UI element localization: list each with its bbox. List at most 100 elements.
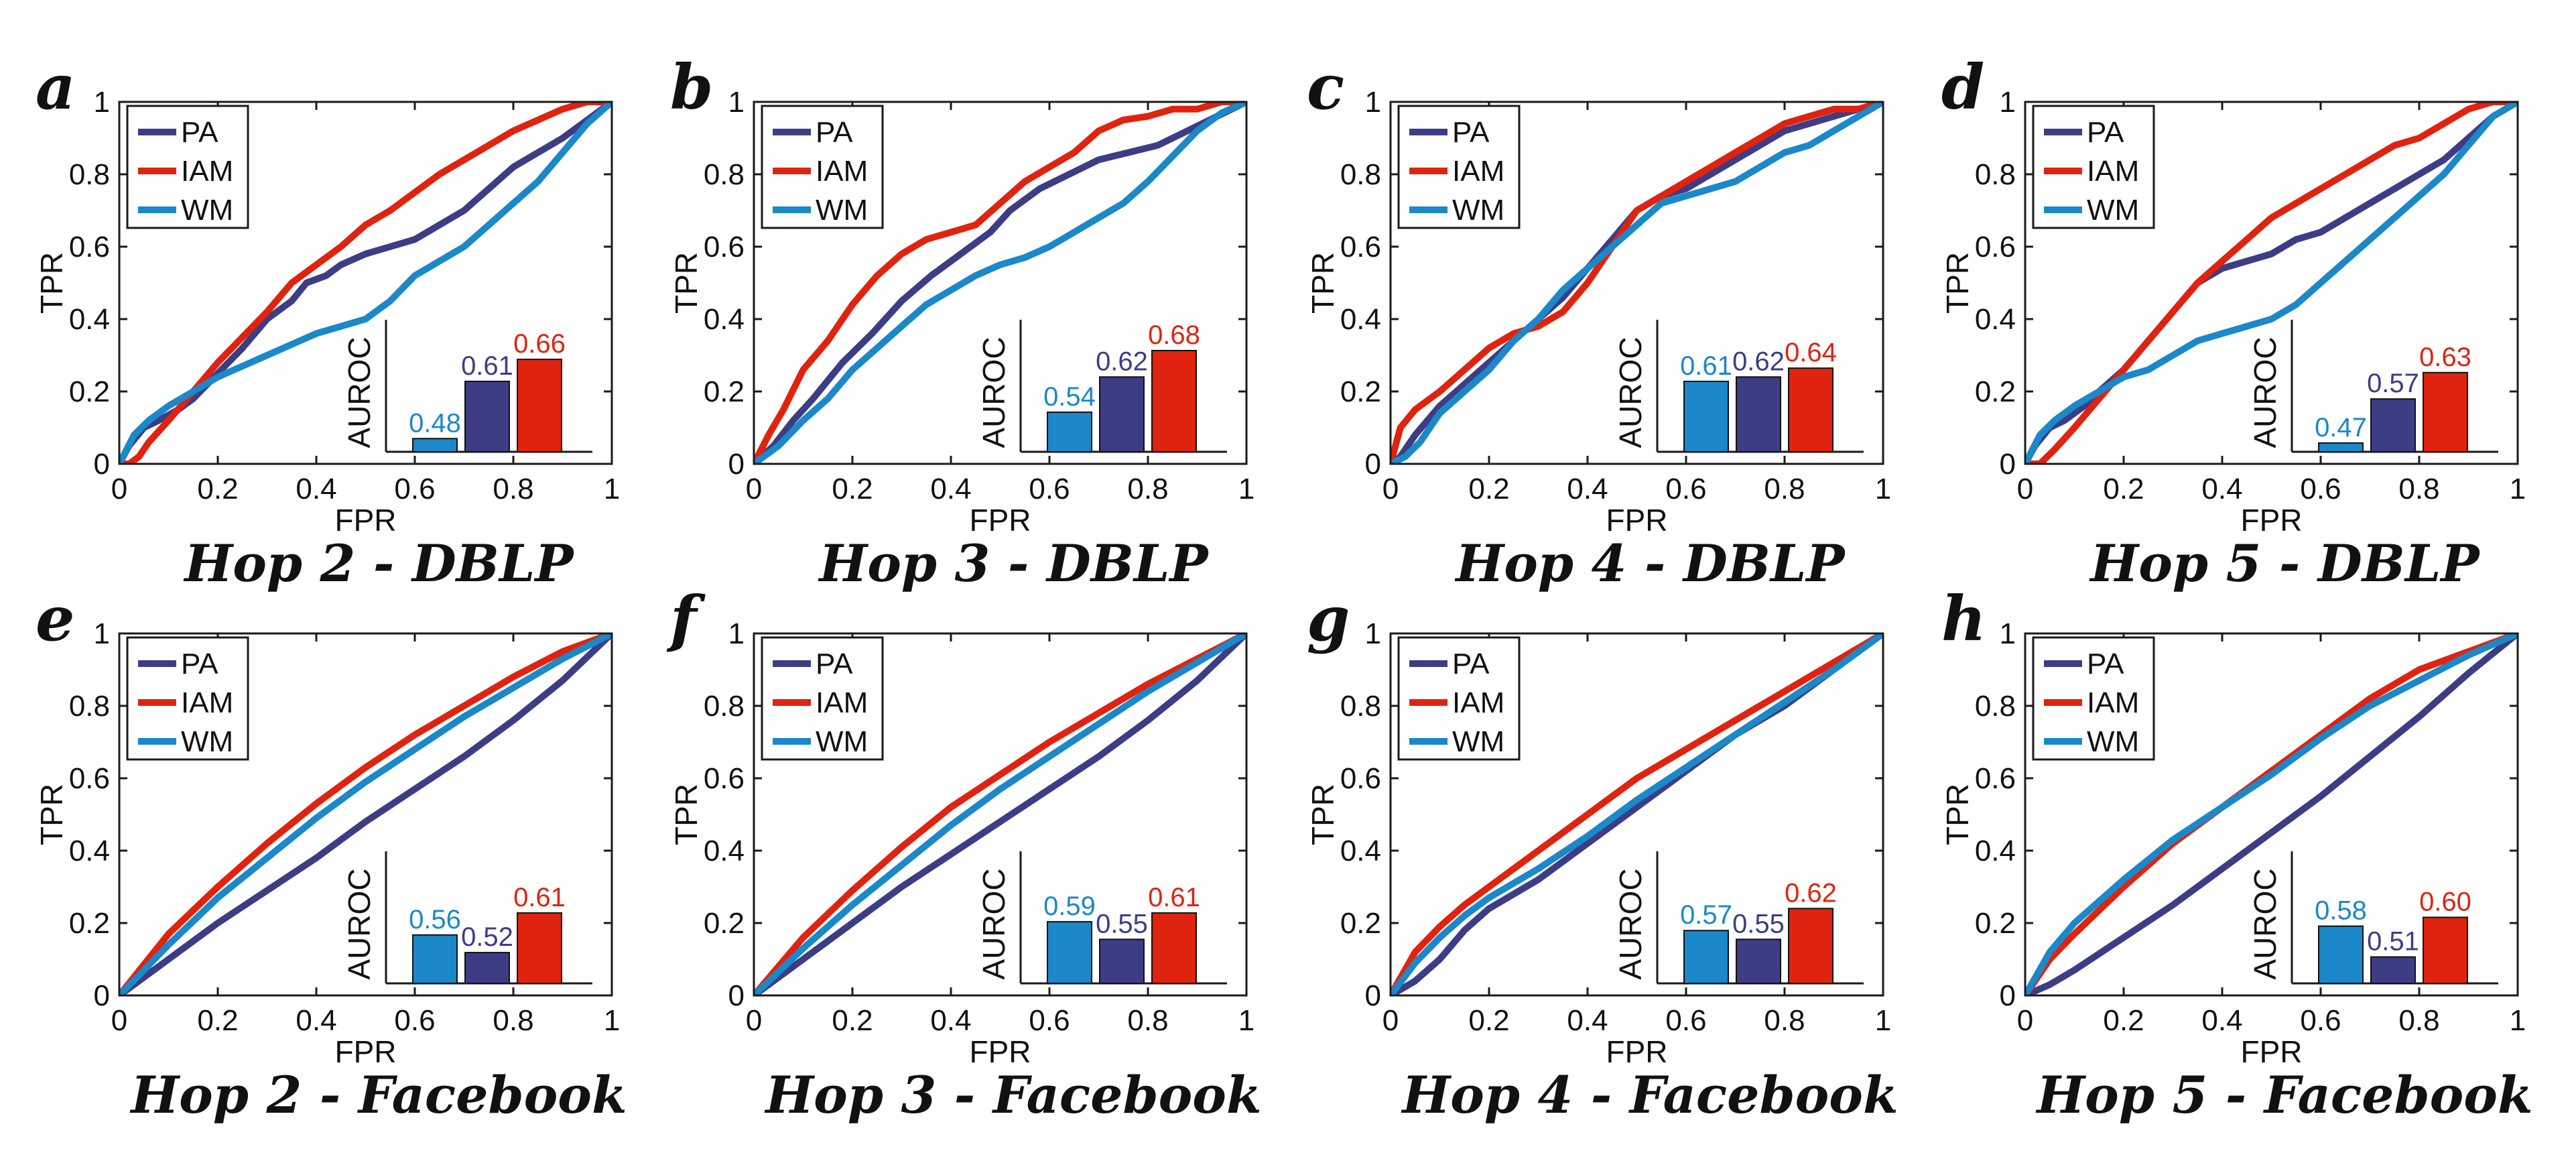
y-tick-label: 0.2 [704,375,745,408]
roc-curve-iam [754,102,1246,464]
auroc-value-wm: 0.47 [2315,413,2367,442]
roc-panel-b: b Hop 3 - DBLP 0 0.2 0.4 0.6 0.8 1 0 0.2 0.4 0.6 0.8… [669,51,1254,593]
y-tick-label: 1 [1365,617,1381,650]
legend-label-wm: WM [1452,725,1504,758]
legend-label-iam: IAM [816,155,868,188]
legend: PA IAM WM [126,105,249,229]
y-tick-label: 0.6 [1975,762,2016,795]
x-tick-label: 0.6 [2300,1004,2341,1037]
auroc-bar-wm [412,438,458,452]
auroc-bar-iam [2423,916,2468,984]
roc-curve-iam [2025,102,2518,464]
panel-caption: Hop 5 - Facebook [2035,1065,2532,1125]
panel-letter: c [1307,51,1344,123]
auroc-bar-wm [2318,925,2364,984]
auroc-value-wm: 0.54 [1043,382,1096,412]
y-axis-label: TPR [1940,784,1975,845]
y-tick-label: 0.2 [1975,907,2016,940]
panel-caption: Hop 4 - Facebook [1401,1065,1898,1125]
x-axis-label: FPR [2241,503,2303,538]
x-tick-label: 0 [1382,1004,1399,1037]
legend-label-iam: IAM [2087,155,2139,188]
auroc-value-wm: 0.59 [1043,892,1096,921]
plot-frame [2024,632,2519,997]
y-tick-label: 0.8 [1975,690,2016,723]
x-tick-label: 0 [2017,1004,2033,1037]
legend-label-wm: WM [181,194,233,227]
x-tick-label: 0.6 [1665,1004,1706,1037]
auroc-bar-iam [1788,908,1833,985]
y-tick-label: 0.4 [1975,835,2016,867]
legend-label-pa: PA [2087,116,2124,149]
panel-letter: f [666,583,706,655]
x-tick-label: 0.2 [1468,1004,1509,1037]
auroc-bar-iam [2423,371,2468,452]
x-tick-label: 0.6 [394,1004,435,1037]
legend-label-pa: PA [1452,648,1490,680]
x-tick-label: 0.4 [296,473,336,505]
roc-curve-pa [754,102,1246,464]
legend-label-iam: IAM [816,686,868,719]
y-axis-label: TPR [669,252,704,314]
y-tick-label: 0.8 [704,690,745,723]
y-tick-label: 1 [728,617,745,650]
y-tick-label: 0.8 [69,158,110,191]
x-tick-label: 0.8 [2398,1004,2439,1037]
x-axis-label: FPR [335,503,397,538]
x-tick-label: 0.2 [832,1004,873,1037]
y-tick-label: 0.4 [1975,303,2016,336]
auroc-value-wm: 0.56 [409,905,461,934]
auroc-value-iam: 0.62 [1785,878,1837,908]
auroc-value-iam: 0.60 [2419,888,2471,917]
auroc-bar-pa [1736,938,1781,985]
auroc-value-iam: 0.61 [513,883,566,912]
x-tick-label: 0 [746,1004,762,1037]
roc-panel-c: c Hop 4 - DBLP 0 0.2 0.4 0.6 0.8 1 0 0.2 0.4 0.6 0.8… [1305,51,1891,593]
x-axis-label: FPR [970,503,1031,538]
auroc-value-pa: 0.51 [2367,927,2419,957]
x-tick-label: 0.6 [1029,473,1070,505]
auroc-bar-wm [1683,380,1729,453]
auroc-value-iam: 0.61 [1148,883,1200,912]
panel-letter: e [36,583,75,655]
roc-curves [2025,633,2518,995]
inset-ylabel: AUROC [1613,868,1648,979]
y-tick-label: 0.4 [1340,835,1381,867]
inset-ylabel: AUROC [342,337,377,448]
x-tick-label: 1 [604,473,620,505]
x-tick-label: 0.2 [2103,473,2144,505]
y-tick-label: 0.2 [704,907,745,940]
panel-caption: Hop 4 - DBLP [1454,534,1846,593]
auroc-value-pa: 0.55 [1732,909,1785,938]
y-tick-label: 0.6 [69,231,110,263]
inset-ylabel: AUROC [342,868,377,979]
roc-curve-pa [119,633,612,995]
legend-label-pa: PA [2087,648,2124,680]
auroc-value-pa: 0.57 [2367,369,2419,398]
roc-curves [2025,102,2518,464]
roc-curve-wm [119,633,612,995]
roc-curve-iam [119,102,612,464]
y-tick-label: 1 [728,86,745,119]
legend-label-iam: IAM [1452,686,1504,719]
y-tick-label: 0.4 [704,835,745,867]
roc-panel-d: d Hop 5 - DBLP 0 0.2 0.4 0.6 0.8 1 0 0.2 0.4 0.6 0.8… [1940,51,2526,593]
legend-label-pa: PA [816,648,853,680]
auroc-value-wm: 0.48 [409,408,461,438]
x-tick-label: 0.2 [2103,1004,2144,1037]
auroc-value-iam: 0.68 [1148,320,1200,350]
x-tick-label: 0.8 [1127,473,1168,505]
auroc-inset: AUROC 0.57 0.550.62 [1613,851,1864,985]
y-tick-label: 0.8 [1975,158,2016,191]
y-tick-label: 0.6 [1340,231,1381,263]
y-axis-label: TPR [34,252,69,314]
auroc-bar-pa [464,380,510,453]
y-tick-label: 0.8 [1340,690,1381,723]
auroc-inset: AUROC 0.470.570.63 [2248,320,2498,453]
y-tick-label: 0.2 [69,907,110,940]
auroc-bar-pa [1736,376,1781,452]
x-tick-label: 0.8 [1764,1004,1805,1037]
x-axis-label: FPR [1606,503,1668,538]
roc-curve-wm [1391,102,1883,464]
x-tick-label: 0.4 [2201,473,2242,505]
